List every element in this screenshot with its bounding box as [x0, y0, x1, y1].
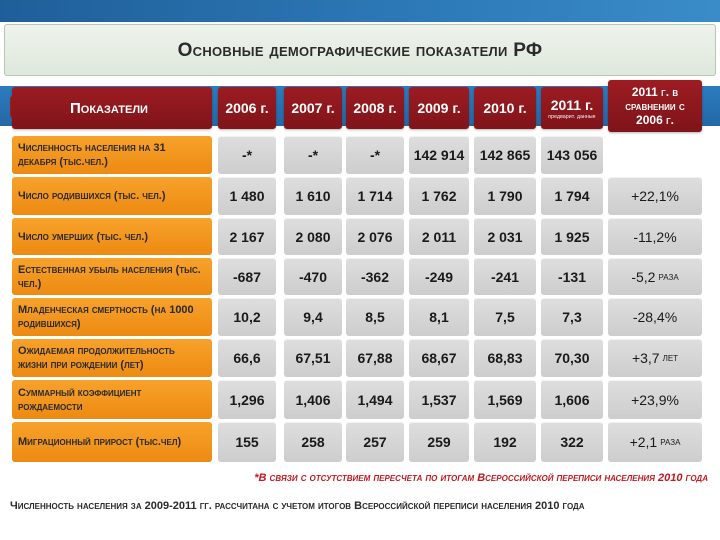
comparison-cell: +3,7 лет — [608, 339, 702, 377]
table-cell: 1 480 — [218, 177, 276, 215]
comparison-cell: -28,4% — [608, 298, 702, 336]
comparison-cell-empty — [608, 136, 702, 174]
table-cell: -131 — [541, 258, 603, 295]
comparison-value: -11,2% — [633, 228, 677, 245]
table-cell: 67,88 — [346, 339, 404, 377]
table-cell: 68,67 — [409, 339, 469, 377]
row-label: Ожидаемая продолжительность жизни при ро… — [12, 339, 212, 377]
table-cell: 8,1 — [409, 298, 469, 336]
row-label: Суммарный коэффициент рождаемости — [12, 380, 212, 419]
comparison-unit: раза — [660, 436, 681, 448]
row-label: Миграционный прирост (тыс.чел) — [12, 422, 212, 462]
comparison-cell: -11,2% — [608, 218, 702, 255]
header-year-2011-label: 2011 г. — [550, 96, 594, 113]
table-cell: 143 056 — [541, 136, 603, 174]
row-label: Естественная убыль населения (тыс. чел.) — [12, 258, 212, 295]
table-cell: 257 — [346, 422, 404, 462]
table-cell: -241 — [474, 258, 536, 295]
table-cell: 10,2 — [218, 298, 276, 336]
comparison-value: +2,1 — [629, 434, 658, 450]
table-cell: 2 076 — [346, 218, 404, 255]
comparison-value: +23,9% — [631, 391, 679, 408]
header-comparison: 2011 г. в сравнении с 2006 г. — [608, 80, 702, 132]
table-cell: -* — [346, 136, 404, 174]
header-year-2008: 2008 г. — [346, 87, 404, 129]
row-label: Число родившихся (тыс. чел.) — [12, 177, 212, 215]
header-year-2010: 2010 г. — [474, 87, 536, 129]
comparison-cell: +22,1% — [608, 177, 702, 215]
header-indicators: Показатели — [12, 87, 212, 129]
bottom-note: Численность населения за 2009-2011 гг. р… — [10, 500, 585, 512]
table-cell: 67,51 — [284, 339, 342, 377]
table-cell: 1,606 — [541, 380, 603, 419]
table-cell: 1,406 — [284, 380, 342, 419]
table-cell: 70,30 — [541, 339, 603, 377]
table-cell: 2 080 — [284, 218, 342, 255]
comparison-unit: раза — [658, 270, 679, 283]
footnote: *В связи с отсутствием пересчета по итог… — [254, 472, 708, 484]
table-cell: -* — [284, 136, 342, 174]
header-comparison-line: сравнении с — [625, 99, 685, 113]
table-cell: 1 925 — [541, 218, 603, 255]
table-cell: 142 865 — [474, 136, 536, 174]
table-cell: -249 — [409, 258, 469, 295]
comparison-value: -5,2 — [631, 268, 656, 285]
page-title: Основные демографические показатели РФ — [177, 40, 543, 61]
table-cell: 8,5 — [346, 298, 404, 336]
table-cell: -470 — [284, 258, 342, 295]
table-cell: 68,83 — [474, 339, 536, 377]
table-cell: 1 762 — [409, 177, 469, 215]
table-cell: 258 — [284, 422, 342, 462]
table-cell: 1,494 — [346, 380, 404, 419]
table-cell: 1 714 — [346, 177, 404, 215]
table-cell: 1 794 — [541, 177, 603, 215]
comparison-value: +22,1% — [631, 188, 679, 204]
table-cell: -687 — [218, 258, 276, 295]
title-panel: Основные демографические показатели РФ — [4, 24, 716, 76]
row-label: Число умерших (тыс. чел.) — [12, 218, 212, 255]
table-cell: 7,3 — [541, 298, 603, 336]
table-cell: 7,5 — [474, 298, 536, 336]
header-comparison-line: 2011 г. в — [631, 85, 679, 99]
table-cell: -* — [218, 136, 276, 174]
table-cell: 259 — [409, 422, 469, 462]
table-cell: 9,4 — [284, 298, 342, 336]
header-year-2006: 2006 г. — [218, 87, 276, 129]
table-cell: 1 610 — [284, 177, 342, 215]
row-label: Численность населения на 31 декабря (тыс… — [12, 136, 212, 174]
comparison-unit: лет — [662, 352, 679, 364]
table-cell: 1 790 — [474, 177, 536, 215]
header-year-2011: 2011 г. предварит. данные — [541, 87, 603, 129]
table-cell: 1,537 — [409, 380, 469, 419]
comparison-value: +3,7 — [631, 350, 660, 366]
top-bar — [0, 0, 720, 22]
comparison-cell: +2,1 раза — [608, 422, 702, 462]
comparison-cell: +23,9% — [608, 380, 702, 419]
table-cell: 66,6 — [218, 339, 276, 377]
table-cell: 2 167 — [218, 218, 276, 255]
table-cell: 322 — [541, 422, 603, 462]
header-comparison-line: 2006 г. — [636, 113, 674, 127]
row-label: Младенческая смертность (на 1000 родивши… — [12, 298, 212, 336]
comparison-cell: -5,2 раза — [608, 258, 702, 295]
comparison-value: -28,4% — [632, 309, 678, 325]
header-year-2011-sub: предварит. данные — [548, 113, 596, 120]
table-cell: 192 — [474, 422, 536, 462]
table-cell: 1,296 — [218, 380, 276, 419]
table-cell: -362 — [346, 258, 404, 295]
table-cell: 142 914 — [409, 136, 469, 174]
table-cell: 1,569 — [474, 380, 536, 419]
header-year-2007: 2007 г. — [284, 87, 342, 129]
table-cell: 155 — [218, 422, 276, 462]
table-cell: 2 011 — [409, 218, 469, 255]
table-cell: 2 031 — [474, 218, 536, 255]
header-year-2009: 2009 г. — [409, 87, 469, 129]
